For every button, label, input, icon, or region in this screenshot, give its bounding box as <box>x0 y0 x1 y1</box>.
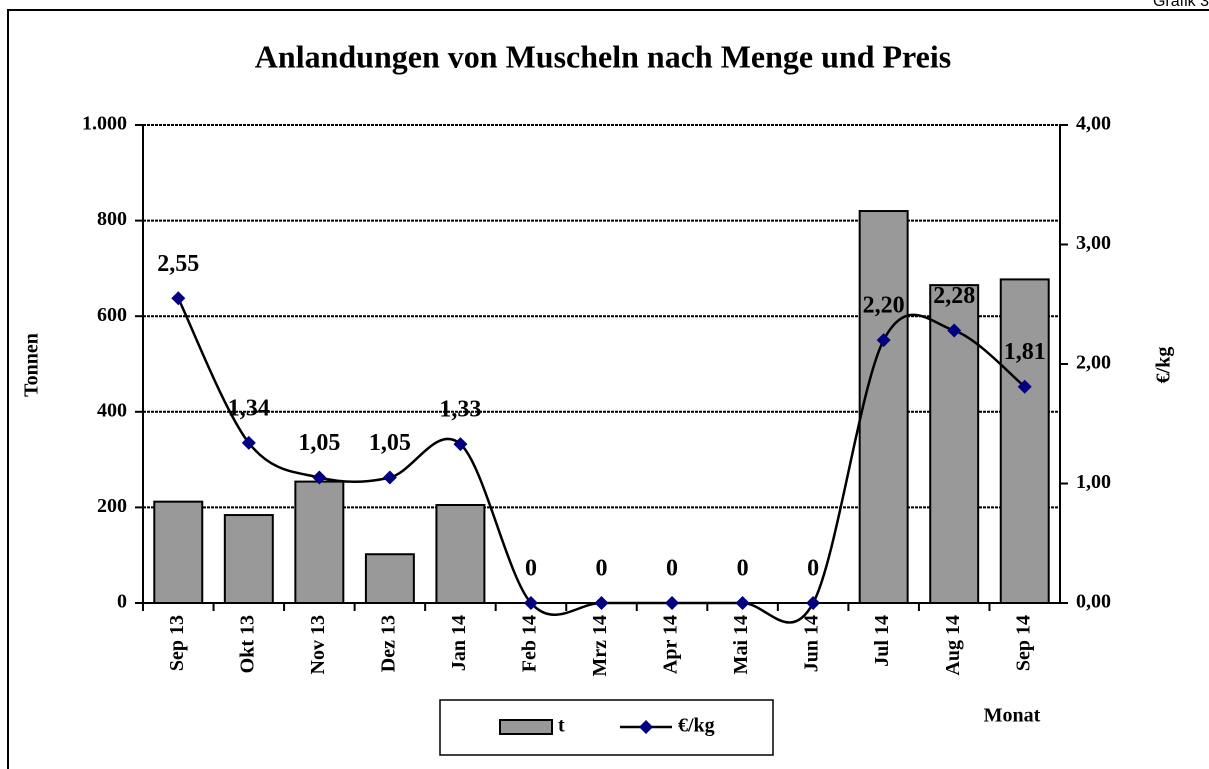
marker <box>241 435 256 450</box>
data-label: 1,05 <box>369 430 411 456</box>
x-tick-label: Mai 14 <box>730 615 752 674</box>
bar <box>153 500 204 604</box>
marker <box>523 596 538 610</box>
x-tick-label: Sep 13 <box>166 615 188 671</box>
data-label: 2,55 <box>157 251 199 277</box>
marker <box>594 596 609 610</box>
bar <box>294 480 345 605</box>
data-label: 1,05 <box>298 430 340 456</box>
y-tick-label: 400 <box>97 399 127 421</box>
y-tick-label: 1.000 <box>82 113 127 135</box>
marker <box>171 291 186 306</box>
marker <box>947 323 962 338</box>
marker <box>382 470 397 485</box>
data-label: 2,20 <box>863 293 905 319</box>
x-tick-label: Jul 14 <box>871 615 893 667</box>
marker <box>312 470 327 485</box>
marker <box>806 596 821 610</box>
x-axis-title: Monat <box>984 705 1041 727</box>
marker <box>735 596 750 610</box>
legend-marker <box>639 720 653 734</box>
legend <box>439 699 774 756</box>
data-label: 0 <box>596 556 608 582</box>
bar <box>223 514 274 604</box>
y2-tick-label: 0,00 <box>1076 591 1111 613</box>
bar <box>435 504 486 605</box>
x-tick-label: Dez 13 <box>377 615 399 672</box>
data-label: 2,28 <box>933 283 975 309</box>
x-tick-label: Apr 14 <box>660 615 682 674</box>
bar <box>364 553 415 605</box>
legend-label: t <box>558 715 565 737</box>
x-tick-label: Okt 13 <box>236 615 258 673</box>
marker <box>665 596 680 610</box>
x-tick-label: Mrz 14 <box>589 615 611 677</box>
y-tick-label: 0 <box>117 591 127 613</box>
legend-swatch <box>499 719 553 735</box>
y2-tick-label: 4,00 <box>1076 113 1111 135</box>
bar <box>999 278 1050 604</box>
x-tick-label: Nov 13 <box>307 615 329 674</box>
data-label: 1,34 <box>228 395 270 421</box>
marker <box>453 437 468 452</box>
y2-axis-title: €/kg <box>1153 347 1175 384</box>
frame <box>7 9 1209 769</box>
x-tick-label: Jun 14 <box>801 615 823 672</box>
marker <box>1017 379 1032 394</box>
data-label: 0 <box>807 556 819 582</box>
x-tick-label: Feb 14 <box>519 615 541 672</box>
marker <box>876 333 891 348</box>
y-tick-label: 600 <box>97 304 127 326</box>
data-label: 0 <box>525 556 537 582</box>
chart-title: Anlandungen von Muscheln nach Menge und … <box>255 38 951 74</box>
y-tick-label: 800 <box>97 208 127 230</box>
x-tick-label: Aug 14 <box>942 615 964 676</box>
x-tick-label: Sep 14 <box>1012 615 1034 671</box>
y-axis-title: Tonnen <box>21 333 43 397</box>
x-tick-label: Jan 14 <box>448 615 470 671</box>
y2-tick-label: 2,00 <box>1076 352 1111 374</box>
data-label: 0 <box>666 556 678 582</box>
bar <box>858 210 909 604</box>
data-label: 1,33 <box>439 397 481 423</box>
y2-tick-label: 1,00 <box>1076 471 1111 493</box>
y2-tick-label: 3,00 <box>1076 232 1111 254</box>
data-label: 1,81 <box>1004 339 1046 365</box>
page-label: Grafik 3 <box>1153 0 1209 10</box>
y-tick-label: 200 <box>97 495 127 517</box>
legend-label: €/kg <box>678 715 715 737</box>
data-label: 0 <box>737 556 749 582</box>
